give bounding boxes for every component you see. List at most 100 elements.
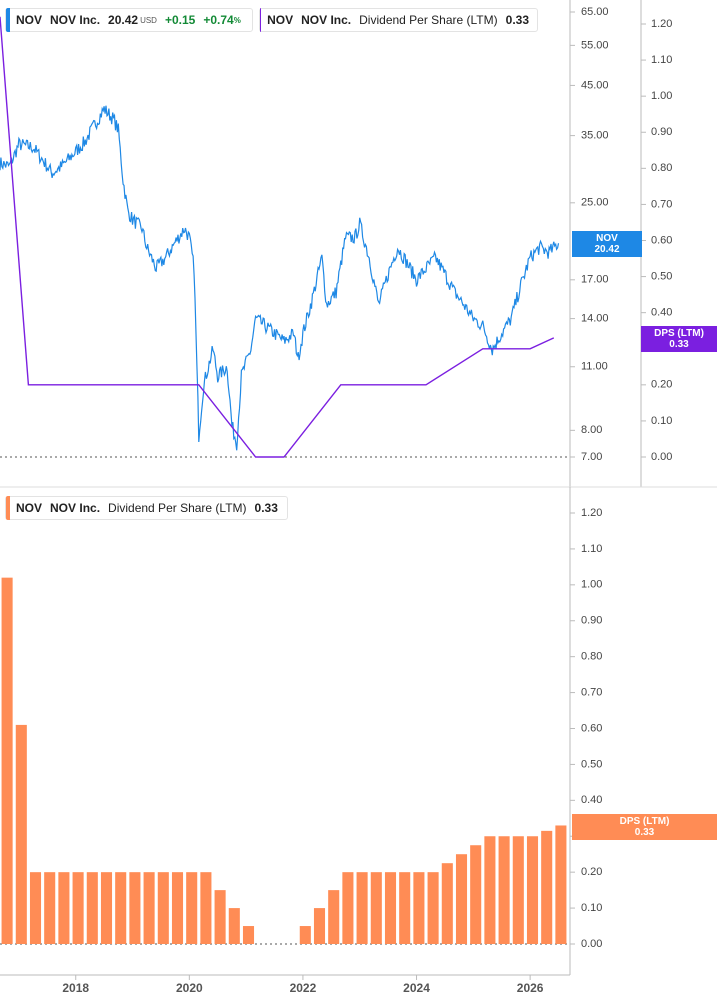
dps-bottom-tick-label: 0.00 (581, 938, 602, 950)
dps-bar (328, 890, 340, 944)
dps-line-legend-metric: Dividend Per Share (LTM) (359, 13, 498, 27)
dps-bar (370, 872, 382, 944)
dps-bar-legend-metric: Dividend Per Share (LTM) (108, 501, 247, 515)
dps-line-legend-ticker: NOV (267, 13, 294, 27)
dps-bar-badge: DPS (LTM) 0.33 (572, 814, 717, 840)
dps-line-legend[interactable]: NOV NOV Inc. Dividend Per Share (LTM) 0.… (259, 8, 538, 32)
dps-top-tick-label: 0.20 (651, 379, 672, 391)
price-tick-label: 17.00 (581, 274, 609, 286)
dps-bar (555, 825, 567, 944)
price-tick-label: 45.00 (581, 79, 609, 91)
dps-bar (427, 872, 439, 944)
dps-bar (356, 872, 368, 944)
x-tick-label: 2024 (403, 981, 430, 995)
dps-top-tick-label: 1.00 (651, 90, 672, 102)
dps-bar (484, 836, 496, 944)
dps-bottom-tick-label: 0.20 (581, 866, 602, 878)
dps-line-legend-swatch (260, 8, 262, 32)
dps-bar-legend-value: 0.33 (254, 501, 278, 515)
price-legend-pct-sign: % (233, 15, 241, 25)
dps-bar (526, 836, 539, 944)
dps-bar-badge-label: DPS (LTM) (619, 816, 670, 827)
price-legend[interactable]: NOV NOV Inc. 20.42 USD +0.15 +0.74 % (5, 8, 253, 32)
dps-bar (186, 872, 198, 944)
dps-top-tick-label: 0.70 (651, 198, 672, 210)
dps-top-tick-label: 0.80 (651, 162, 672, 174)
dps-bar (384, 872, 397, 944)
price-badge-value: 20.42 (594, 244, 620, 255)
dps-series-line (0, 16, 555, 458)
price-tick-label: 8.00 (581, 424, 602, 436)
dps-bar (399, 872, 411, 944)
price-legend-change-pct: +0.74 (203, 13, 234, 27)
x-tick-label: 2020 (176, 981, 203, 995)
dps-bar-legend-swatch (6, 496, 10, 520)
dps-bar (72, 872, 84, 944)
dps-top-tick-label: 0.50 (651, 270, 672, 282)
dps-bar (1, 577, 13, 944)
dps-line-legend-value: 0.33 (505, 13, 529, 27)
dps-bar (512, 836, 524, 944)
dps-line-badge-value: 0.33 (669, 339, 689, 350)
price-legend-price: 20.42 (108, 13, 139, 27)
dps-top-tick-label: 1.10 (651, 54, 672, 66)
dps-line-badge: DPS (LTM) 0.33 (641, 326, 717, 352)
dps-bar (455, 854, 468, 944)
price-legend-change: +0.15 (164, 13, 196, 27)
dps-top-tick-label: 1.20 (651, 18, 672, 30)
dps-bar (58, 872, 70, 944)
dps-bar (157, 872, 169, 944)
dps-bar (541, 830, 553, 944)
dps-bar (100, 872, 113, 944)
dps-bar (86, 872, 98, 944)
dps-bottom-tick-label: 1.20 (581, 507, 602, 519)
dps-bottom-tick-label: 0.80 (581, 651, 602, 663)
price-legend-currency: USD (140, 15, 157, 25)
dps-bar-legend[interactable]: NOV NOV Inc. Dividend Per Share (LTM) 0.… (5, 496, 288, 520)
dps-bar (200, 872, 212, 944)
price-legend-name: NOV Inc. (50, 13, 101, 27)
dps-bar (171, 872, 184, 944)
dps-bar (228, 908, 240, 944)
dps-bottom-tick-label: 1.10 (581, 543, 602, 555)
dps-bar (470, 845, 482, 944)
dps-bar (15, 724, 27, 944)
dps-top-tick-label: 0.90 (651, 126, 672, 138)
price-badge-label: NOV (596, 233, 618, 244)
x-tick-label: 2022 (290, 981, 317, 995)
dps-bar (214, 890, 226, 944)
dps-bar (29, 872, 42, 944)
dps-bar-badge-value: 0.33 (634, 827, 655, 838)
dps-bar (143, 872, 155, 944)
price-tick-label: 11.00 (581, 361, 608, 373)
dps-bar (44, 872, 56, 944)
dps-top-tick-label: 0.00 (651, 451, 672, 463)
price-badge: NOV 20.42 (572, 231, 642, 257)
price-tick-label: 65.00 (581, 6, 609, 18)
dps-bar (441, 863, 453, 944)
dps-bar-legend-ticker: NOV (16, 501, 43, 515)
price-tick-label: 25.00 (581, 197, 609, 209)
price-tick-label: 35.00 (581, 130, 609, 142)
dps-bar (413, 872, 425, 944)
dps-bar (498, 836, 510, 944)
dps-bottom-tick-label: 0.50 (581, 758, 602, 770)
dps-bottom-tick-label: 0.90 (581, 615, 602, 627)
price-tick-label: 55.00 (581, 39, 609, 51)
dps-bar (313, 908, 326, 944)
dps-bottom-tick-label: 0.60 (581, 722, 602, 734)
dps-line-legend-name: NOV Inc. (301, 13, 352, 27)
dps-bar (242, 926, 255, 944)
dps-bar (115, 872, 127, 944)
price-legend-swatch (6, 8, 10, 32)
dps-bottom-tick-label: 1.00 (581, 579, 602, 591)
price-tick-label: 14.00 (581, 312, 609, 324)
dps-bottom-tick-label: 0.10 (581, 902, 602, 914)
price-tick-label: 7.00 (581, 451, 602, 463)
dps-top-tick-label: 0.40 (651, 307, 672, 319)
dps-bar (342, 872, 354, 944)
dps-top-tick-label: 0.10 (651, 415, 672, 427)
dps-top-tick-label: 0.60 (651, 234, 672, 246)
x-tick-label: 2026 (517, 981, 544, 995)
